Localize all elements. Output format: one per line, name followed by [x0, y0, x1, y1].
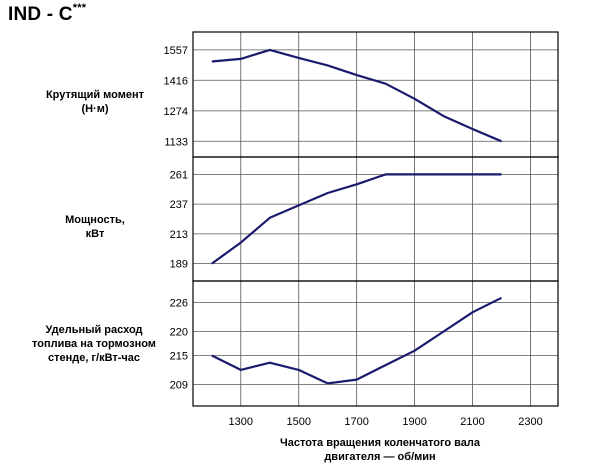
y-tick-label-p2-1: 220	[170, 326, 188, 338]
y-tick-label-p2-0: 226	[170, 298, 188, 310]
x-tick-label-4: 2100	[460, 416, 484, 428]
y-tick-label-p1-3: 189	[170, 259, 188, 271]
series-line-p2	[211, 296, 502, 385]
series-line-p1	[211, 173, 502, 265]
x-tick-label-3: 1900	[402, 416, 426, 428]
y-tick-label-p1-1: 237	[170, 199, 188, 211]
chart-title: IND - C***	[8, 2, 87, 25]
x-tick-label-5: 2300	[518, 416, 542, 428]
y-tick-label-p1-2: 213	[170, 229, 188, 241]
panel-frame-0	[192, 31, 559, 158]
y-tick-label-p2-3: 209	[170, 379, 188, 391]
x-axis-label: Частота вращения коленчатого вала двигат…	[279, 437, 481, 463]
panel-label-power: Мощность, кВт	[65, 214, 125, 240]
y-tick-label-p2-2: 215	[170, 351, 188, 363]
x-tick-label-0: 1300	[229, 416, 253, 428]
x-tick-label-1: 1500	[286, 416, 310, 428]
y-tick-label-p1-0: 261	[170, 169, 188, 181]
x-tick-label-2: 1700	[344, 416, 368, 428]
y-tick-label-p0-3: 1133	[164, 136, 188, 148]
panel-frame-1	[192, 156, 559, 282]
y-tick-label-p0-0: 1557	[164, 45, 188, 57]
y-tick-label-p0-1: 1416	[164, 75, 188, 87]
panel-label-fuel-consumption: Удельный расход топлива на тормозном сте…	[32, 324, 156, 364]
panel-label-torque: Крутящий момент (Н·м)	[45, 89, 145, 115]
y-tick-label-p0-2: 1274	[164, 106, 188, 118]
series-line-p0	[211, 48, 502, 143]
panel-frame-2	[192, 280, 559, 407]
